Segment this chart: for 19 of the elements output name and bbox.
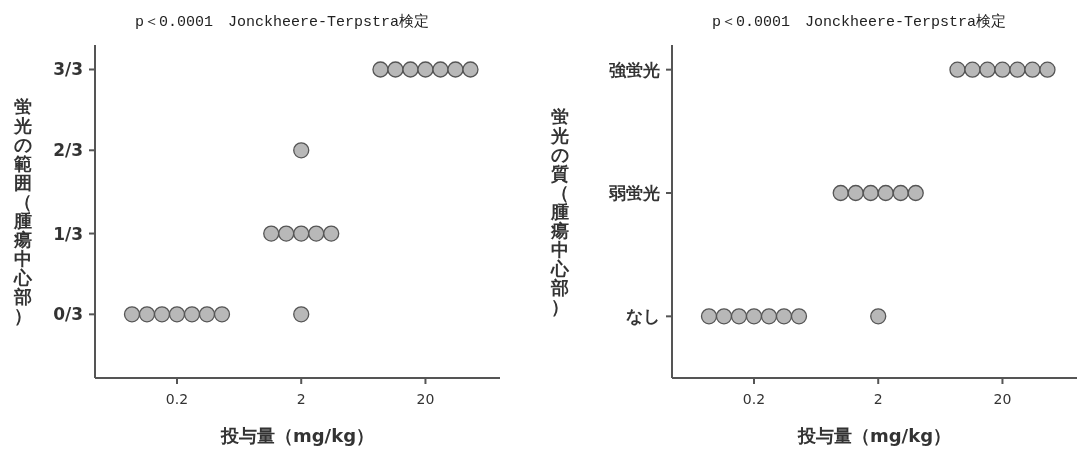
text: なし [626,306,660,327]
x-tick-label: 2 [296,391,306,407]
text: 弱蛍光 [608,183,660,203]
x-axis-title: 投与量（mg/kg） [219,425,375,446]
text: 強蛍光 [609,59,660,80]
text: 蛍光の質（腫瘍中心部） [551,105,569,317]
y-tick-label: 1/3 [53,223,83,244]
x-tick-label: 20 [993,391,1012,407]
y-tick-label: 3/3 [53,59,83,80]
x-tick-label: 20 [416,391,435,407]
text: 蛍光の範囲（腫瘍中心部） [14,96,32,326]
y-tick-label: 2/3 [53,140,83,161]
x-axis-title: 投与量（mg/kg） [796,425,952,446]
x-tick-label: 0.2 [742,391,766,407]
chart-title: p＜0.0001 Jonckheere-Terpstra検定 [712,13,1007,31]
x-tick-label: 0.2 [165,391,189,407]
y-tick-label: 0/3 [53,304,83,325]
chart-title: p＜0.0001 Jonckheere-Terpstra検定 [135,13,430,31]
x-tick-label: 2 [873,391,883,407]
